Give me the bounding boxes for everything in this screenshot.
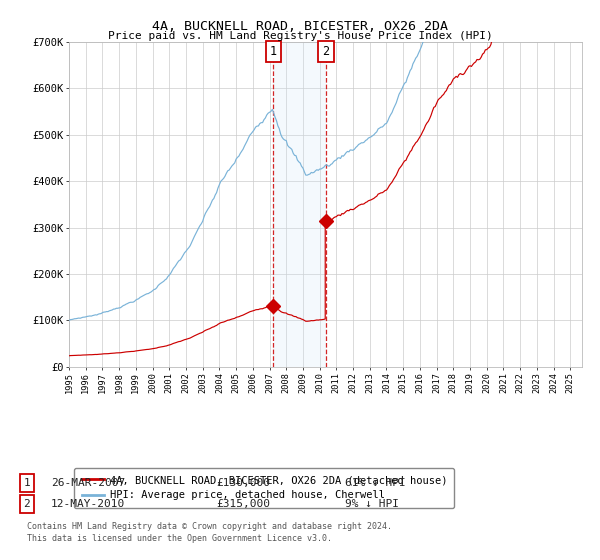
Text: 12-MAY-2010: 12-MAY-2010 [51, 499, 125, 509]
Text: 9% ↓ HPI: 9% ↓ HPI [345, 499, 399, 509]
Legend: 4A, BUCKNELL ROAD, BICESTER, OX26 2DA (detached house), HPI: Average price, deta: 4A, BUCKNELL ROAD, BICESTER, OX26 2DA (d… [74, 468, 454, 507]
Text: 1: 1 [23, 478, 31, 488]
Text: 4A, BUCKNELL ROAD, BICESTER, OX26 2DA: 4A, BUCKNELL ROAD, BICESTER, OX26 2DA [152, 20, 448, 32]
Text: 61% ↓ HPI: 61% ↓ HPI [345, 478, 406, 488]
Text: Price paid vs. HM Land Registry's House Price Index (HPI): Price paid vs. HM Land Registry's House … [107, 31, 493, 41]
Text: £315,000: £315,000 [216, 499, 270, 509]
Text: 1: 1 [269, 45, 277, 58]
Bar [273, 42, 326, 367]
Text: £130,000: £130,000 [216, 478, 270, 488]
Text: 2: 2 [23, 499, 31, 509]
Text: 26-MAR-2007: 26-MAR-2007 [51, 478, 125, 488]
Text: Contains HM Land Registry data © Crown copyright and database right 2024.
This d: Contains HM Land Registry data © Crown c… [27, 522, 392, 543]
Text: 2: 2 [322, 45, 329, 58]
